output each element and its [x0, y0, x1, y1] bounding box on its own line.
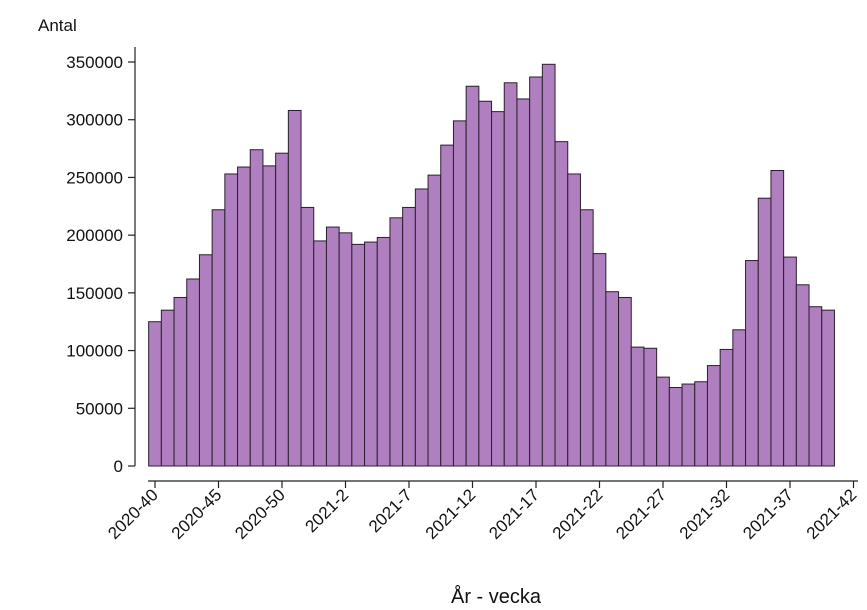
bar — [770, 170, 785, 467]
bar — [160, 309, 175, 467]
bar — [821, 309, 835, 467]
bar — [491, 111, 505, 467]
bar — [465, 85, 480, 467]
bar — [681, 383, 696, 467]
bar — [338, 232, 353, 467]
bar — [579, 209, 594, 467]
bar — [795, 284, 810, 467]
bar — [668, 387, 683, 467]
bar — [148, 321, 162, 467]
bar — [376, 236, 391, 467]
bar — [503, 82, 518, 467]
bar — [529, 76, 543, 467]
bar — [630, 346, 645, 467]
x-tick-label: 2021-17 — [485, 485, 543, 543]
bar — [300, 206, 315, 467]
y-tick-label: 100000 — [66, 342, 123, 361]
bar — [389, 217, 404, 467]
bar — [618, 296, 632, 467]
bar — [605, 291, 620, 467]
bar — [745, 260, 759, 467]
x-tick-label: 2021-22 — [549, 485, 607, 543]
y-tick-label: 200000 — [66, 226, 123, 245]
y-tick-label: 350000 — [66, 53, 123, 72]
x-tick-label: 2021-42 — [803, 485, 861, 543]
bar — [198, 254, 213, 467]
bar — [262, 165, 277, 467]
x-tick-label: 2020-50 — [231, 485, 289, 543]
bar — [427, 174, 442, 467]
bar — [186, 278, 200, 467]
bar — [287, 109, 302, 467]
bar — [313, 240, 327, 467]
bar — [567, 173, 581, 467]
bar — [757, 197, 772, 467]
bar — [516, 98, 531, 467]
y-tick-label: 50000 — [76, 399, 123, 418]
bar — [452, 120, 467, 467]
bar — [275, 152, 289, 467]
bar — [554, 141, 569, 467]
bar — [351, 243, 366, 467]
bar — [249, 149, 264, 467]
bar — [694, 381, 708, 467]
y-tick-label: 250000 — [66, 168, 123, 187]
bar — [402, 206, 416, 467]
x-tick-label: 2021-37 — [739, 485, 797, 543]
bar — [719, 348, 734, 467]
bar — [643, 347, 658, 467]
bar — [173, 296, 188, 467]
y-axis-title: Antal — [38, 16, 77, 35]
x-tick-label: 2021-7 — [365, 485, 416, 536]
bar — [224, 173, 239, 467]
x-axis-title: År - vecka — [451, 585, 542, 608]
bar — [783, 256, 797, 467]
bar — [478, 100, 493, 467]
bar — [808, 306, 823, 467]
bar — [656, 376, 670, 467]
x-tick-label: 2021-27 — [612, 485, 670, 543]
bar — [541, 63, 556, 467]
bar — [364, 241, 378, 467]
x-tick-label: 2021-32 — [676, 485, 734, 543]
bar — [414, 188, 429, 467]
x-tick-label: 2021-12 — [422, 485, 480, 543]
bar — [237, 166, 251, 467]
bar — [592, 253, 607, 467]
x-tick-label: 2020-40 — [104, 485, 162, 543]
bar — [211, 209, 226, 467]
y-tick-label: 0 — [114, 457, 123, 476]
y-tick-label: 300000 — [66, 111, 123, 130]
bar — [732, 329, 747, 467]
y-tick-label: 150000 — [66, 284, 123, 303]
bar — [325, 226, 340, 467]
bar — [706, 365, 721, 467]
x-tick-label: 2020-45 — [168, 485, 226, 543]
x-tick-label: 2021-2 — [301, 485, 352, 536]
bar — [440, 144, 454, 467]
